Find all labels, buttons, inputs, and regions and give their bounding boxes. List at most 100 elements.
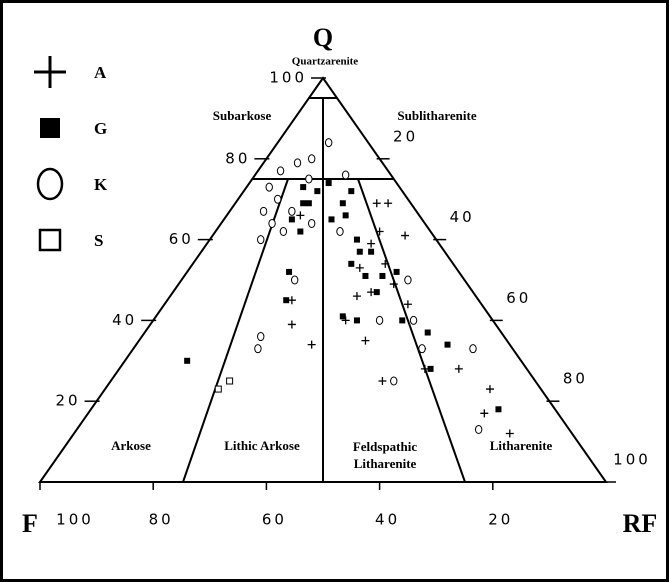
q-tick-label: 60 <box>169 230 194 248</box>
field-label: Subarkose <box>213 108 272 123</box>
data-point <box>348 260 355 267</box>
data-point <box>353 317 360 324</box>
data-point <box>495 406 502 413</box>
f-tick-label: 40 <box>375 511 400 529</box>
data-point <box>288 206 296 216</box>
data-point <box>485 385 494 394</box>
data-point <box>257 332 265 342</box>
data-point <box>287 320 296 329</box>
legend-marker <box>36 167 64 201</box>
data-point <box>268 218 276 228</box>
legend-label: G <box>94 119 107 138</box>
q-tick-label: 20 <box>56 392 81 410</box>
data-point <box>403 300 412 309</box>
rf-tick-label: 80 <box>563 370 588 388</box>
data-point <box>505 429 514 438</box>
f-tick-label: 60 <box>262 511 287 529</box>
data-point <box>214 385 222 393</box>
rf-tick-label: 60 <box>506 289 531 307</box>
data-point <box>341 170 350 180</box>
legend-marker <box>34 56 66 88</box>
data-point <box>454 364 463 373</box>
data-point <box>384 199 393 208</box>
data-point <box>254 344 262 354</box>
data-point <box>276 166 285 176</box>
data-point <box>390 376 398 386</box>
field-label: Arkose <box>111 438 151 453</box>
field-label: Litharenite <box>490 438 553 453</box>
data-point <box>324 138 333 148</box>
data-point <box>307 154 316 164</box>
data-point <box>307 340 316 349</box>
data-point <box>404 275 412 285</box>
data-point <box>427 365 434 372</box>
data-point <box>355 263 364 272</box>
data-point <box>300 184 307 191</box>
data-point <box>389 280 398 289</box>
legend-label: S <box>94 231 103 250</box>
data-point <box>226 377 234 385</box>
data-point <box>184 357 191 364</box>
data-point <box>368 248 375 255</box>
q-tick-label: 100 <box>269 69 307 87</box>
data-point <box>257 235 265 245</box>
vertex-label: Q <box>313 23 333 52</box>
q-tick-label: 40 <box>112 311 137 329</box>
data-point <box>283 297 290 304</box>
data-point <box>393 268 400 275</box>
data-point <box>286 268 293 275</box>
data-point <box>361 336 370 345</box>
data-point <box>293 158 302 168</box>
data-point <box>259 206 268 216</box>
f-tick-label: 100 <box>56 511 94 529</box>
data-point <box>339 200 346 207</box>
data-point <box>353 236 360 243</box>
data-point <box>305 200 312 207</box>
data-point <box>291 275 299 285</box>
legend-label: K <box>94 175 108 194</box>
data-point <box>418 344 426 354</box>
data-point <box>300 200 307 207</box>
data-point <box>342 212 349 219</box>
data-point <box>401 231 410 240</box>
legend-marker <box>38 228 62 252</box>
data-point <box>328 216 335 223</box>
field-label: Quartzarenite <box>292 56 359 68</box>
data-point <box>375 227 384 236</box>
data-point <box>356 248 363 255</box>
data-point <box>339 313 346 320</box>
data-point <box>381 259 390 268</box>
data-point <box>274 194 282 204</box>
data-point <box>399 317 406 324</box>
data-point <box>367 239 376 248</box>
legend-label: A <box>94 63 107 82</box>
data-point <box>373 289 380 296</box>
data-point <box>409 315 418 325</box>
data-point <box>336 227 344 237</box>
f-tick-label: 20 <box>488 511 513 529</box>
data-point <box>348 188 355 195</box>
data-point <box>444 341 451 348</box>
data-point <box>307 218 316 228</box>
field-label: Lithic Arkose <box>224 438 300 453</box>
data-point <box>469 344 477 354</box>
vertex-label: F <box>22 509 38 538</box>
rf-tick-label: 40 <box>450 208 475 226</box>
f-tick-label: 80 <box>149 511 174 529</box>
data-point <box>424 329 431 336</box>
field-label: Feldspathic Litharenite <box>352 439 418 471</box>
rf-tick-label: 100 <box>613 451 651 469</box>
data-point <box>379 272 386 279</box>
data-point <box>314 188 321 195</box>
data-point <box>305 174 313 184</box>
data-point <box>362 272 369 279</box>
data-point <box>279 227 288 237</box>
data-point <box>288 216 295 223</box>
rf-tick-label: 20 <box>393 127 418 145</box>
vertex-label: RF <box>623 509 658 538</box>
data-point <box>265 182 273 192</box>
data-point <box>480 409 489 418</box>
